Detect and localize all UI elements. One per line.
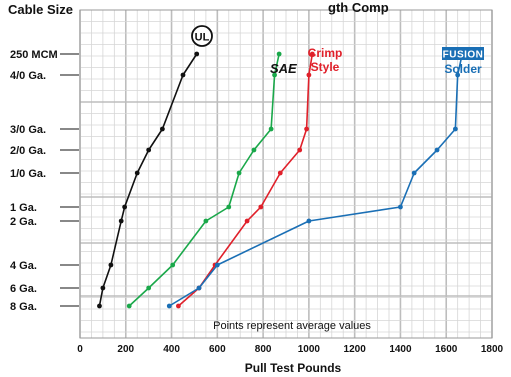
data-point xyxy=(411,170,417,176)
series-solder xyxy=(166,51,465,309)
y-tick-label: 8 Ga. xyxy=(10,301,37,313)
data-point xyxy=(272,72,277,78)
data-point xyxy=(244,218,250,224)
fusion-logo-box xyxy=(442,47,484,60)
x-tick-label: 200 xyxy=(117,344,134,355)
svg-text:UL: UL xyxy=(195,32,210,44)
data-point xyxy=(97,303,102,309)
data-point xyxy=(170,262,176,268)
data-point xyxy=(100,285,106,291)
series-label-fusion: FUSION xyxy=(443,50,484,61)
data-point xyxy=(226,204,232,210)
y-tick-label: 1 Ga. xyxy=(10,202,37,214)
data-point xyxy=(277,170,283,176)
x-tick-label: 1400 xyxy=(389,344,412,355)
y-tick-label: 4/0 Ga. xyxy=(10,70,46,82)
series-layer xyxy=(97,51,465,309)
data-point xyxy=(176,303,181,309)
y-tick-label: 250 MCM xyxy=(10,49,58,61)
x-axis-title: Pull Test Pounds xyxy=(245,361,342,375)
data-point xyxy=(398,204,403,210)
series-sae xyxy=(126,51,282,309)
data-point xyxy=(108,262,114,268)
series-label-sae: SAE xyxy=(270,61,297,76)
y-tick-label: 6 Ga. xyxy=(10,283,37,295)
data-point xyxy=(146,285,152,291)
data-point xyxy=(452,126,458,132)
data-point xyxy=(126,303,132,309)
x-tick-label: 1200 xyxy=(344,344,367,355)
series-label-crimp: Crimp xyxy=(308,46,343,60)
data-point xyxy=(434,147,440,153)
series-line xyxy=(98,53,198,307)
x-tick-label: 400 xyxy=(163,344,180,355)
data-point xyxy=(455,72,461,78)
plot-border xyxy=(79,9,493,339)
ul-logo-icon: UL xyxy=(191,25,213,47)
y-tick-label: 1/0 Ga. xyxy=(10,168,46,180)
y-axis-ticks: 8 Ga. 6 Ga. 4 Ga. 2 Ga. 1 Ga. 1/0 Ga. 2/0 Ga. 3… xyxy=(10,49,79,313)
data-point xyxy=(118,218,124,224)
x-tick-label: 1800 xyxy=(481,344,504,355)
y-tick-label: 2/0 Ga. xyxy=(10,145,46,157)
y-tick-label: 4 Ga. xyxy=(10,260,37,272)
data-point xyxy=(306,72,312,78)
data-point xyxy=(304,126,309,132)
chart-title-suffix: gth Comp xyxy=(328,0,389,15)
data-point xyxy=(196,285,202,291)
chart-title: Cable Size xyxy=(8,2,73,17)
data-point xyxy=(122,204,128,210)
grid xyxy=(79,9,493,338)
data-point xyxy=(194,51,200,57)
x-tick-label: 800 xyxy=(255,344,272,355)
data-point xyxy=(214,262,220,268)
x-tick-label: 1600 xyxy=(435,344,458,355)
data-point xyxy=(203,218,209,224)
x-axis-ticks: 0 200 400 600 800 1000 1200 1400 1600 1800 xyxy=(77,344,503,355)
x-tick-label: 1000 xyxy=(298,344,321,355)
data-point xyxy=(134,170,140,176)
series-ul xyxy=(97,51,200,309)
data-point xyxy=(268,126,274,132)
y-tick-label: 3/0 Ga. xyxy=(10,124,46,136)
data-point xyxy=(251,147,257,153)
data-point xyxy=(146,147,152,153)
series-line xyxy=(177,53,314,307)
series-label-style: Style xyxy=(311,60,340,74)
data-point xyxy=(276,51,282,57)
data-point xyxy=(180,72,186,78)
data-point xyxy=(236,170,242,176)
data-point xyxy=(160,126,165,132)
data-point xyxy=(309,51,315,57)
series-line xyxy=(168,53,464,307)
data-point xyxy=(258,204,264,210)
annotation-note: Points represent average values xyxy=(213,320,371,332)
plot-frame xyxy=(79,9,493,339)
x-tick-label: 600 xyxy=(209,344,226,355)
y-tick-label: 2 Ga. xyxy=(10,216,37,228)
data-point xyxy=(297,147,303,153)
series-line xyxy=(128,53,280,307)
x-tick-label: 0 xyxy=(77,344,83,355)
data-point xyxy=(306,218,312,224)
series-label-solder: Solder xyxy=(444,62,482,76)
data-point xyxy=(166,303,172,309)
